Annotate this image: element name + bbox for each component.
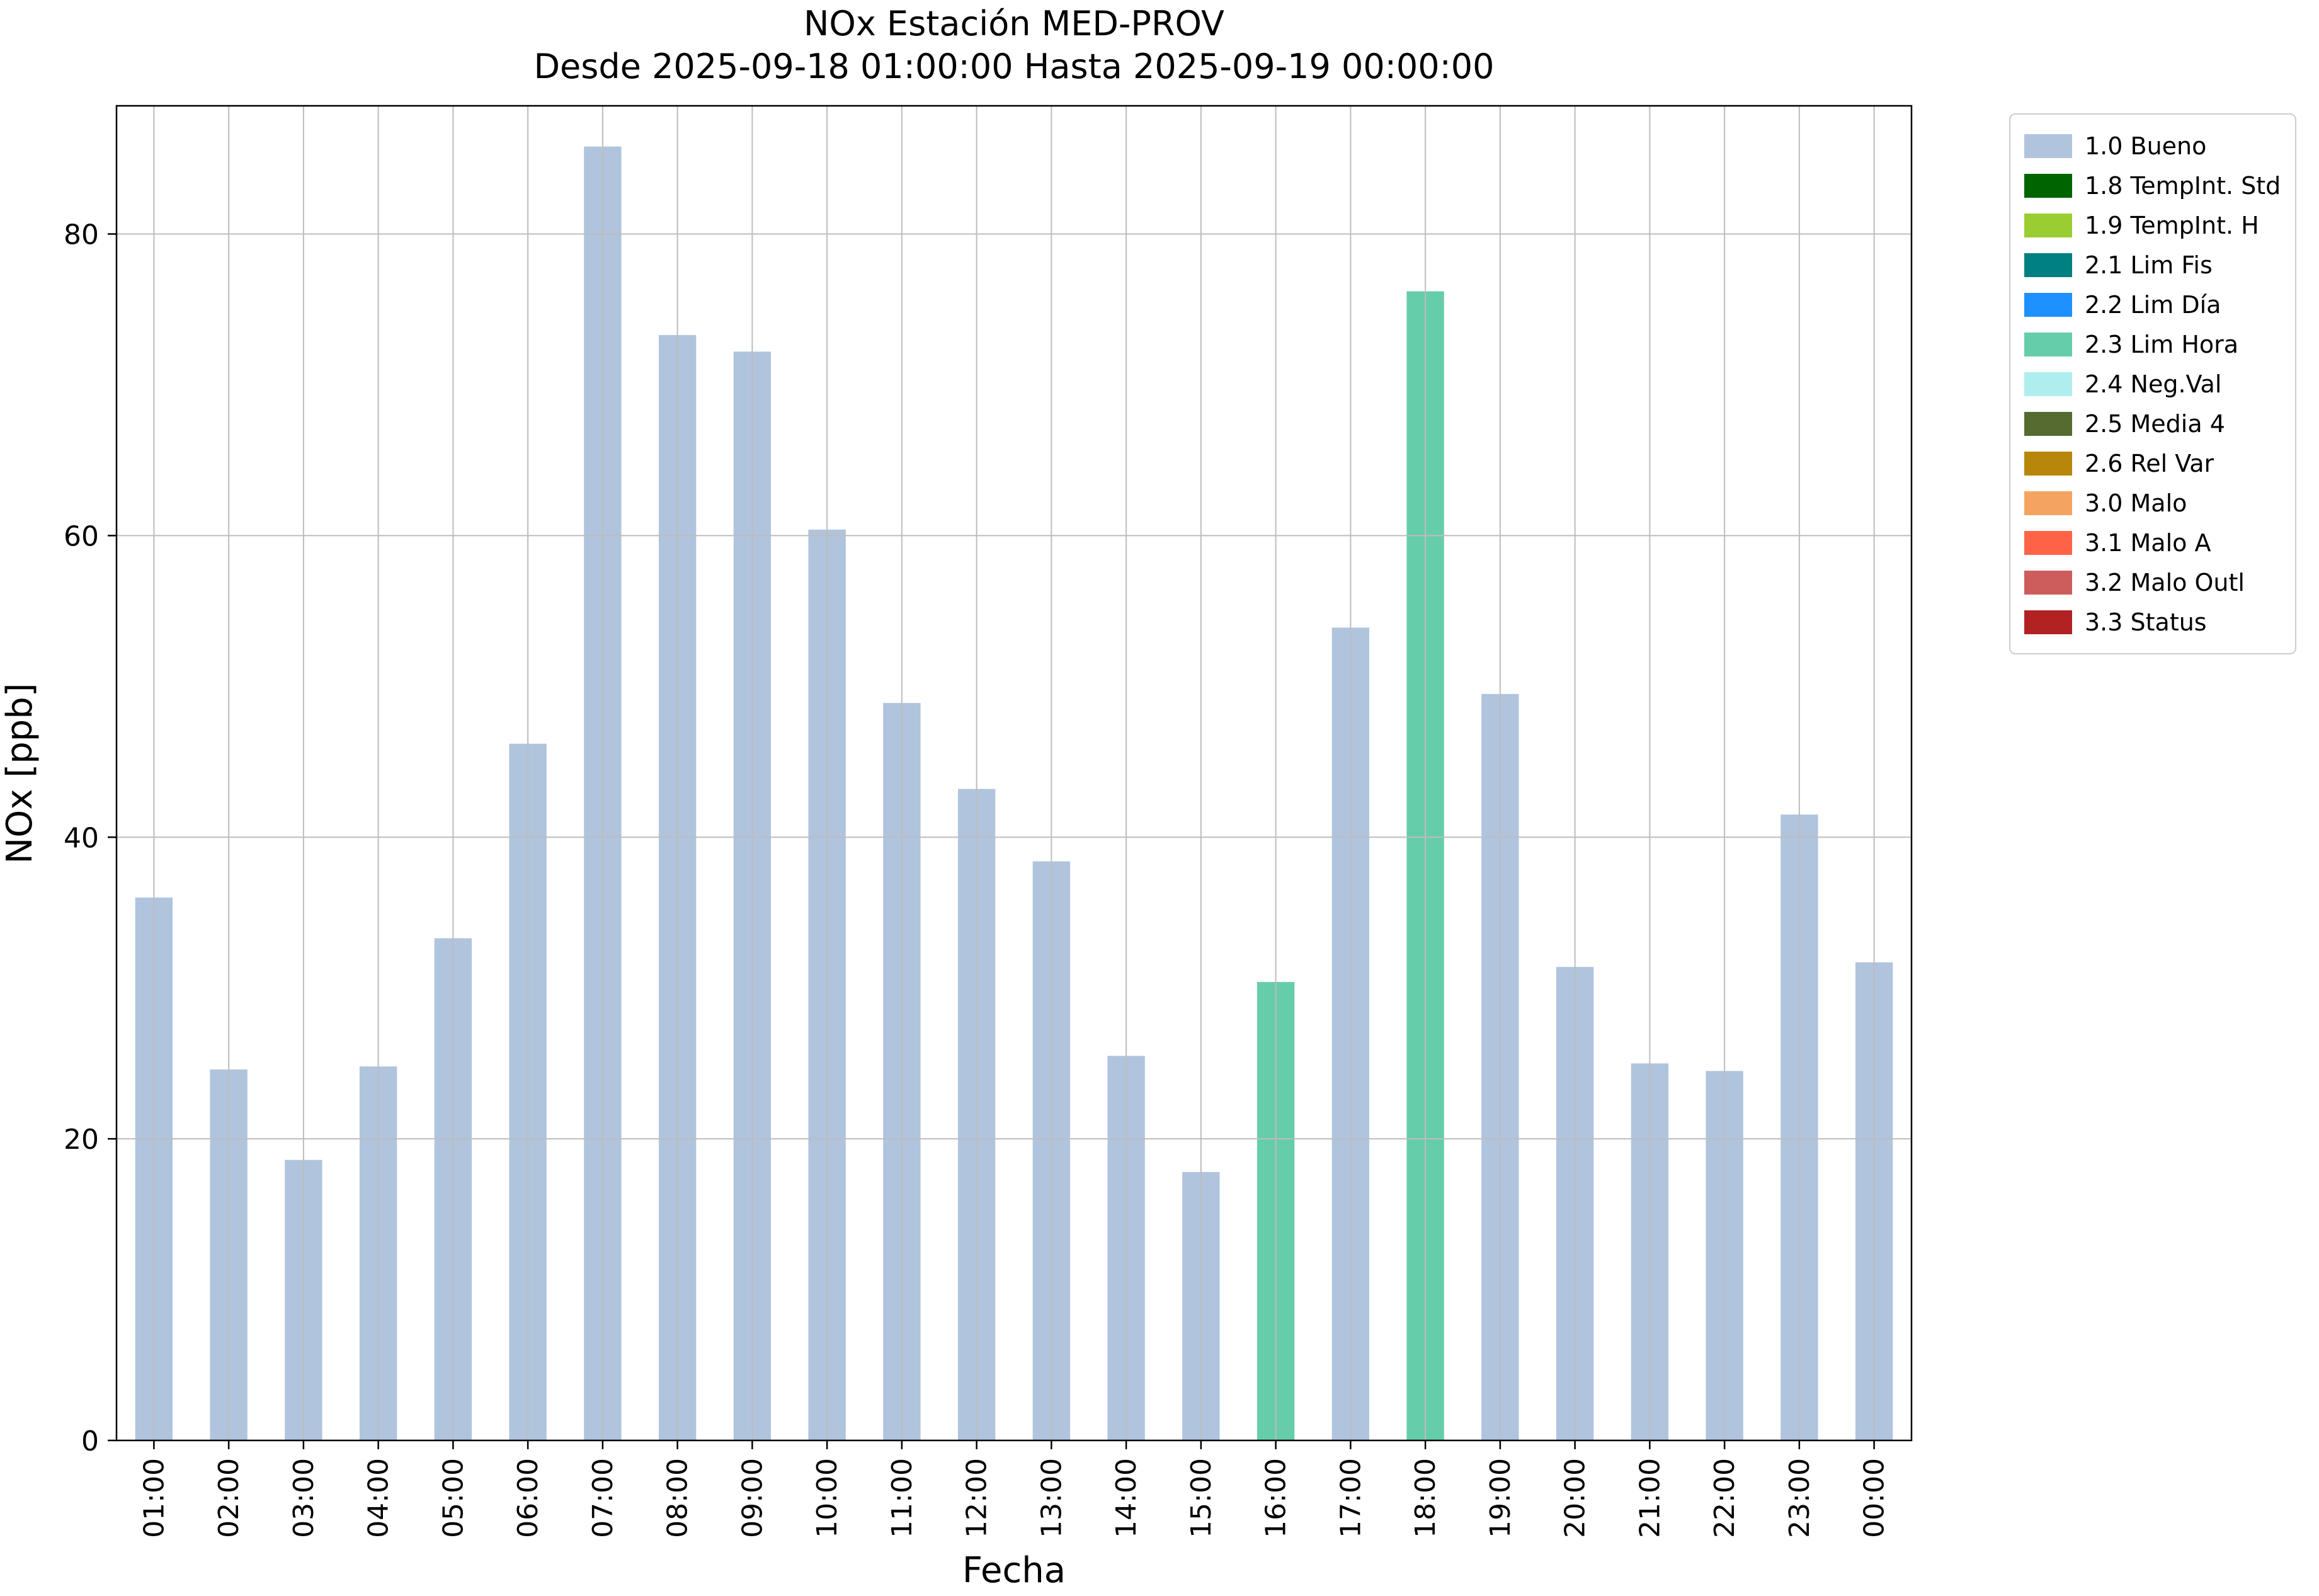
legend-swatch <box>2024 332 2072 356</box>
x-tick-label: 10:00 <box>811 1458 843 1538</box>
legend-swatch <box>2024 610 2072 634</box>
legend-swatch <box>2024 411 2072 436</box>
x-tick-label: 08:00 <box>662 1458 694 1538</box>
plot-border <box>115 105 1913 1442</box>
grid-layer <box>117 106 1912 1441</box>
legend-entry: 3.0 Malo <box>2024 483 2282 523</box>
legend-label: 2.2 Lim Día <box>2085 290 2221 319</box>
x-axis-label: Fecha <box>962 1550 1066 1591</box>
bars-layer <box>135 146 1893 1441</box>
legend-label: 3.1 Malo A <box>2085 528 2211 557</box>
legend-label: 1.9 TempInt. H <box>2085 211 2259 239</box>
legend-entry: 1.8 TempInt. Std <box>2024 166 2282 205</box>
legend-entry: 3.3 Status <box>2024 602 2282 642</box>
x-tick-label: 09:00 <box>736 1458 768 1538</box>
x-tick-label: 23:00 <box>1784 1458 1816 1538</box>
x-tick-label: 13:00 <box>1035 1458 1068 1538</box>
x-tick-label: 01:00 <box>138 1458 170 1538</box>
axis-layer <box>115 105 1913 1442</box>
legend-label: 2.4 Neg.Val <box>2085 370 2222 398</box>
legend-entry: 2.3 Lim Hora <box>2024 324 2282 364</box>
legend-label: 3.0 Malo <box>2085 489 2187 517</box>
legend-entry: 2.1 Lim Fis <box>2024 245 2282 285</box>
legend-swatch <box>2024 213 2072 237</box>
legend-label: 3.3 Status <box>2085 608 2207 636</box>
legend-entry: 2.6 Rel Var <box>2024 443 2282 483</box>
x-tick-label: 14:00 <box>1110 1458 1142 1538</box>
x-tick-label: 06:00 <box>512 1458 544 1538</box>
chart-title: NOx Estación MED-PROV <box>804 4 1224 43</box>
legend-label: 3.2 Malo Outl <box>2085 568 2245 596</box>
legend-entry: 3.2 Malo Outl <box>2024 562 2282 602</box>
legend-label: 1.8 TempInt. Std <box>2085 171 2281 200</box>
x-tick-label: 20:00 <box>1559 1458 1592 1538</box>
y-axis-label: NOx [ppb] <box>0 683 40 864</box>
legend-label: 2.3 Lim Hora <box>2085 330 2239 358</box>
legend-entry: 1.9 TempInt. H <box>2024 205 2282 245</box>
legend-swatch <box>2024 451 2072 476</box>
legend-entry: 2.4 Neg.Val <box>2024 364 2282 404</box>
x-tick-label: 02:00 <box>213 1458 245 1538</box>
legend: 1.0 Bueno 1.8 TempInt. Std 1.9 TempInt. H 2… <box>2009 113 2296 654</box>
legend-entry: 2.2 Lim Día <box>2024 285 2282 324</box>
x-tick-label: 19:00 <box>1484 1458 1517 1538</box>
x-tick-label: 21:00 <box>1634 1458 1666 1538</box>
x-tick-label: 07:00 <box>587 1458 619 1538</box>
x-tick-label: 12:00 <box>961 1458 993 1538</box>
x-tick-label: 15:00 <box>1185 1458 1217 1538</box>
legend-label: 2.6 Rel Var <box>2085 449 2214 477</box>
legend-swatch <box>2024 292 2072 317</box>
y-tick-label: 80 <box>64 219 99 251</box>
legend-label: 2.1 Lim Fis <box>2085 251 2213 279</box>
x-tick-label: 00:00 <box>1859 1458 1891 1538</box>
legend-swatch <box>2024 570 2072 595</box>
x-tick-label: 22:00 <box>1709 1458 1741 1538</box>
legend-label: 2.5 Media 4 <box>2085 409 2225 438</box>
x-tick-label: 18:00 <box>1410 1458 1442 1538</box>
legend-swatch <box>2024 491 2072 515</box>
legend-swatch <box>2024 173 2072 198</box>
x-tick-label: 17:00 <box>1335 1458 1367 1538</box>
legend-label: 1.0 Bueno <box>2085 132 2207 160</box>
legend-swatch <box>2024 253 2072 277</box>
legend-swatch <box>2024 134 2072 158</box>
x-tick-label: 04:00 <box>363 1458 395 1538</box>
y-tick-label: 60 <box>64 520 99 552</box>
y-tick-label: 20 <box>64 1124 99 1156</box>
legend-entry: 3.1 Malo A <box>2024 523 2282 562</box>
ticks-layer: 0 20 40 60 80 01:00 02:00 03:00 04:00 05:00 06:00 0… <box>64 219 1891 1538</box>
y-tick-label: 40 <box>64 822 99 854</box>
x-tick-label: 11:00 <box>886 1458 918 1538</box>
legend-swatch <box>2024 372 2072 396</box>
x-tick-label: 05:00 <box>437 1458 469 1538</box>
x-tick-label: 16:00 <box>1260 1458 1292 1538</box>
chart-subtitle: Desde 2025-09-18 01:00:00 Hasta 2025-09-… <box>533 47 1494 86</box>
y-tick-label: 0 <box>81 1425 99 1457</box>
x-tick-label: 03:00 <box>288 1458 320 1538</box>
legend-entry: 2.5 Media 4 <box>2024 404 2282 443</box>
legend-swatch <box>2024 530 2072 555</box>
legend-entry: 1.0 Bueno <box>2024 126 2282 166</box>
